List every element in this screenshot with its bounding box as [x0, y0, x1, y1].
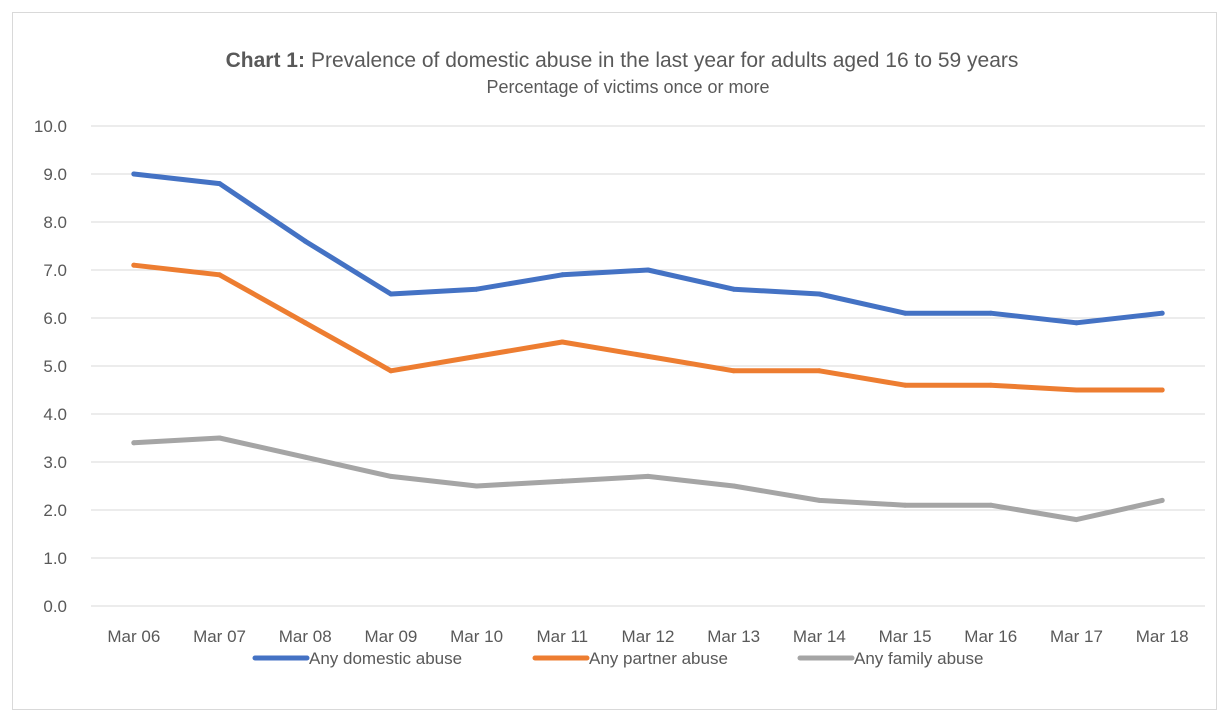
data-point — [816, 291, 822, 297]
x-tick-label: Mar 06 — [107, 627, 160, 646]
y-tick-label: 9.0 — [43, 165, 67, 184]
data-point — [988, 310, 994, 316]
y-tick-label: 8.0 — [43, 213, 67, 232]
x-tick-label: Mar 16 — [964, 627, 1017, 646]
data-point — [559, 272, 565, 278]
x-tick-label: Mar 09 — [364, 627, 417, 646]
y-axis-ticks: 0.0 1.0 2.0 3.0 4.0 5.0 6.0 7.0 8.0 9.0 10.0 — [34, 117, 67, 616]
y-tick-label: 3.0 — [43, 453, 67, 472]
data-point — [988, 382, 994, 388]
legend-label: Any domestic abuse — [309, 649, 462, 668]
data-point — [902, 382, 908, 388]
chart-title: Chart 1: Prevalence of domestic abuse in … — [226, 49, 1019, 72]
x-tick-label: Mar 07 — [193, 627, 246, 646]
chart-subtitle: Percentage of victims once or more — [486, 77, 769, 97]
chart-title-prefix: Chart 1: — [226, 49, 305, 72]
series-line-1 — [131, 171, 1165, 326]
x-tick-label: Mar 15 — [879, 627, 932, 646]
data-point — [217, 181, 223, 187]
x-tick-label: Mar 12 — [622, 627, 675, 646]
data-point — [388, 368, 394, 374]
data-point — [645, 473, 651, 479]
series-lines — [131, 171, 1165, 523]
data-point — [474, 353, 480, 359]
series-line-2 — [131, 262, 1165, 393]
data-point — [302, 238, 308, 244]
data-point — [559, 339, 565, 345]
y-tick-label: 7.0 — [43, 261, 67, 280]
data-point — [1073, 517, 1079, 523]
x-tick-label: Mar 10 — [450, 627, 503, 646]
y-tick-label: 10.0 — [34, 117, 67, 136]
line-chart: Chart 1: Prevalence of domestic abuse in … — [34, 49, 1205, 668]
x-tick-label: Mar 13 — [707, 627, 760, 646]
chart-title-main: Prevalence of domestic abuse in the last… — [311, 49, 1018, 72]
data-point — [731, 286, 737, 292]
data-point — [1073, 320, 1079, 326]
y-tick-label: 4.0 — [43, 405, 67, 424]
data-point — [474, 286, 480, 292]
data-point — [645, 353, 651, 359]
x-tick-label: Mar 18 — [1136, 627, 1189, 646]
data-point — [388, 473, 394, 479]
data-point — [731, 483, 737, 489]
data-point — [645, 267, 651, 273]
data-point — [217, 435, 223, 441]
legend-label: Any family abuse — [854, 649, 983, 668]
data-point — [217, 272, 223, 278]
data-point — [302, 454, 308, 460]
data-point — [1073, 387, 1079, 393]
data-point — [388, 291, 394, 297]
x-tick-label: Mar 11 — [536, 627, 588, 646]
y-tick-label: 2.0 — [43, 501, 67, 520]
data-point — [474, 483, 480, 489]
data-point — [1159, 387, 1165, 393]
data-point — [816, 368, 822, 374]
data-point — [731, 368, 737, 374]
data-point — [131, 440, 137, 446]
legend-label: Any partner abuse — [589, 649, 728, 668]
data-point — [302, 320, 308, 326]
y-tick-label: 0.0 — [43, 597, 67, 616]
legend: Any domestic abuse Any partner abuse Any f… — [252, 649, 983, 668]
data-point — [1159, 497, 1165, 503]
y-tick-label: 6.0 — [43, 309, 67, 328]
data-point — [816, 497, 822, 503]
chart-frame: Chart 1: Prevalence of domestic abuse in … — [12, 12, 1217, 710]
data-point — [559, 478, 565, 484]
gridlines — [91, 125, 1205, 607]
y-tick-label: 1.0 — [43, 549, 67, 568]
data-point — [902, 310, 908, 316]
x-tick-label: Mar 08 — [279, 627, 332, 646]
data-point — [902, 502, 908, 508]
data-point — [1159, 310, 1165, 316]
x-axis-ticks: Mar 06 Mar 07 Mar 08 Mar 09 Mar 10 Mar 11 Mar … — [107, 627, 1188, 646]
y-tick-label: 5.0 — [43, 357, 67, 376]
x-tick-label: Mar 17 — [1050, 627, 1103, 646]
x-tick-label: Mar 14 — [793, 627, 846, 646]
data-point — [988, 502, 994, 508]
data-point — [131, 171, 137, 177]
data-point — [131, 262, 137, 268]
